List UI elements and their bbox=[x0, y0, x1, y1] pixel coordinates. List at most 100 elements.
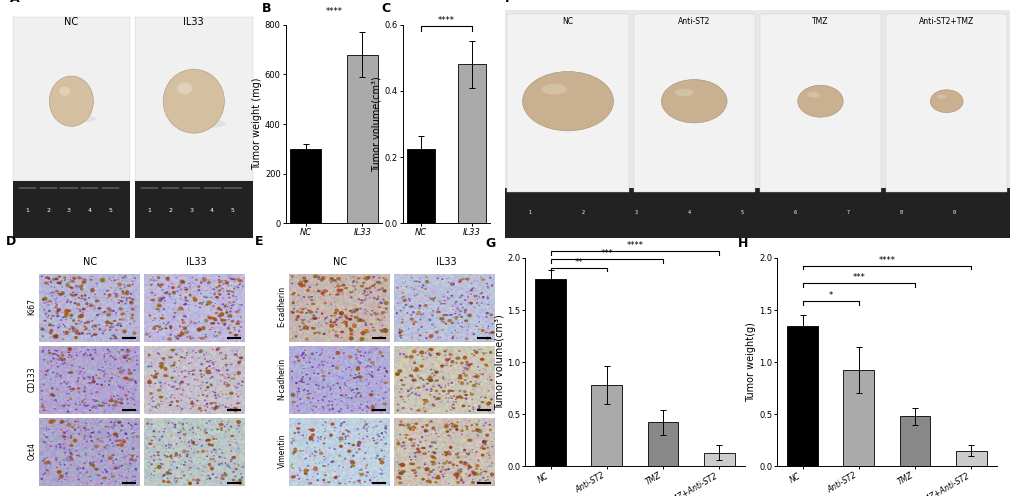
Ellipse shape bbox=[297, 319, 298, 321]
Text: F: F bbox=[504, 0, 513, 5]
Ellipse shape bbox=[105, 465, 106, 466]
Ellipse shape bbox=[207, 475, 210, 477]
Ellipse shape bbox=[368, 359, 371, 361]
Ellipse shape bbox=[358, 449, 359, 451]
Ellipse shape bbox=[211, 362, 214, 364]
Ellipse shape bbox=[116, 439, 118, 442]
Ellipse shape bbox=[413, 295, 415, 297]
Ellipse shape bbox=[206, 450, 208, 452]
Ellipse shape bbox=[63, 438, 65, 440]
Bar bbox=[506, 14, 628, 192]
Ellipse shape bbox=[81, 298, 83, 299]
Ellipse shape bbox=[222, 478, 224, 480]
Ellipse shape bbox=[237, 321, 238, 322]
Ellipse shape bbox=[431, 310, 434, 311]
Ellipse shape bbox=[170, 435, 172, 436]
Ellipse shape bbox=[290, 282, 292, 284]
Ellipse shape bbox=[443, 379, 444, 380]
Ellipse shape bbox=[321, 370, 322, 371]
Ellipse shape bbox=[87, 405, 89, 406]
Ellipse shape bbox=[395, 476, 399, 479]
Ellipse shape bbox=[344, 309, 346, 310]
Ellipse shape bbox=[340, 423, 342, 425]
Ellipse shape bbox=[362, 293, 365, 295]
Ellipse shape bbox=[233, 334, 238, 336]
Text: TMZ: TMZ bbox=[811, 17, 827, 26]
Ellipse shape bbox=[290, 441, 292, 444]
Ellipse shape bbox=[57, 481, 58, 482]
Ellipse shape bbox=[76, 290, 78, 291]
Ellipse shape bbox=[205, 439, 210, 441]
Ellipse shape bbox=[179, 295, 181, 296]
Ellipse shape bbox=[67, 393, 69, 395]
Ellipse shape bbox=[170, 454, 171, 455]
Ellipse shape bbox=[367, 292, 368, 293]
Ellipse shape bbox=[421, 426, 424, 428]
Ellipse shape bbox=[133, 404, 135, 405]
Ellipse shape bbox=[337, 466, 339, 467]
Ellipse shape bbox=[380, 450, 382, 451]
Ellipse shape bbox=[197, 285, 200, 288]
Ellipse shape bbox=[424, 462, 425, 463]
Ellipse shape bbox=[379, 473, 381, 475]
Ellipse shape bbox=[468, 405, 470, 407]
Ellipse shape bbox=[113, 400, 118, 404]
Ellipse shape bbox=[303, 320, 304, 321]
Ellipse shape bbox=[425, 337, 427, 339]
Ellipse shape bbox=[464, 356, 465, 358]
Ellipse shape bbox=[420, 314, 422, 316]
Ellipse shape bbox=[197, 395, 199, 397]
Ellipse shape bbox=[107, 436, 109, 438]
Ellipse shape bbox=[160, 459, 161, 460]
Ellipse shape bbox=[127, 423, 129, 424]
Ellipse shape bbox=[132, 398, 135, 400]
Ellipse shape bbox=[421, 436, 423, 438]
Ellipse shape bbox=[172, 448, 173, 449]
Ellipse shape bbox=[230, 305, 232, 306]
Ellipse shape bbox=[131, 455, 132, 456]
Ellipse shape bbox=[218, 309, 220, 310]
Ellipse shape bbox=[186, 301, 189, 302]
Ellipse shape bbox=[322, 364, 324, 366]
Ellipse shape bbox=[92, 406, 94, 409]
Text: H: H bbox=[737, 237, 747, 249]
Ellipse shape bbox=[195, 405, 197, 406]
Ellipse shape bbox=[350, 318, 352, 320]
Ellipse shape bbox=[67, 372, 70, 373]
Ellipse shape bbox=[445, 393, 446, 394]
Ellipse shape bbox=[187, 363, 190, 364]
Ellipse shape bbox=[225, 311, 228, 314]
Ellipse shape bbox=[327, 404, 329, 406]
Ellipse shape bbox=[69, 436, 72, 439]
Ellipse shape bbox=[319, 449, 320, 450]
Ellipse shape bbox=[212, 288, 214, 289]
Ellipse shape bbox=[61, 354, 64, 357]
Ellipse shape bbox=[133, 400, 135, 401]
Ellipse shape bbox=[331, 404, 333, 406]
Ellipse shape bbox=[114, 466, 116, 469]
Ellipse shape bbox=[359, 480, 360, 481]
Ellipse shape bbox=[431, 403, 434, 406]
Ellipse shape bbox=[44, 320, 46, 322]
Ellipse shape bbox=[336, 335, 338, 337]
Ellipse shape bbox=[464, 299, 466, 301]
Ellipse shape bbox=[106, 307, 110, 310]
Ellipse shape bbox=[414, 280, 418, 282]
Ellipse shape bbox=[208, 478, 211, 479]
Ellipse shape bbox=[198, 483, 199, 484]
Ellipse shape bbox=[57, 293, 59, 294]
Ellipse shape bbox=[423, 430, 427, 433]
Ellipse shape bbox=[447, 383, 448, 384]
Ellipse shape bbox=[102, 371, 104, 372]
Ellipse shape bbox=[59, 283, 61, 285]
Ellipse shape bbox=[119, 386, 121, 388]
Ellipse shape bbox=[133, 430, 135, 431]
Ellipse shape bbox=[397, 472, 404, 475]
Text: IL33: IL33 bbox=[185, 257, 206, 267]
Ellipse shape bbox=[394, 372, 399, 376]
Ellipse shape bbox=[224, 322, 226, 324]
Ellipse shape bbox=[448, 298, 449, 300]
Ellipse shape bbox=[460, 429, 464, 432]
Ellipse shape bbox=[352, 389, 354, 391]
Ellipse shape bbox=[233, 386, 234, 387]
